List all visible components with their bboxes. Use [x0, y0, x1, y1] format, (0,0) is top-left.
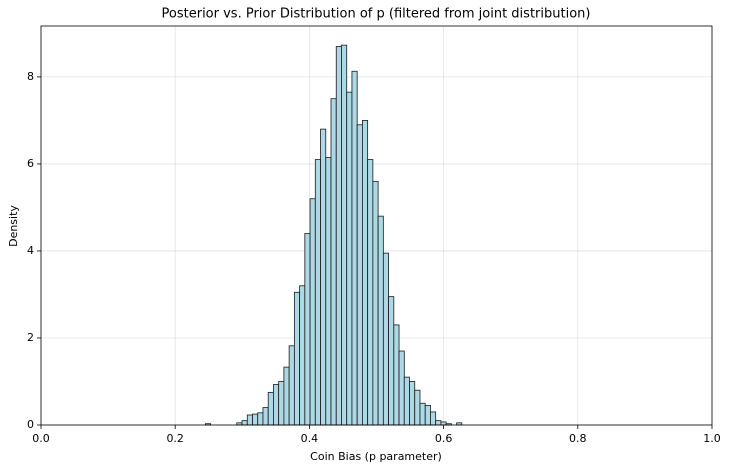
bar — [246, 414, 253, 426]
bar — [309, 198, 316, 426]
x-tick-label: 0.0 — [32, 432, 50, 445]
y-tick-label: 2 — [27, 331, 34, 344]
bar — [257, 412, 264, 426]
bar — [409, 381, 416, 426]
bar — [335, 46, 342, 426]
bar — [267, 391, 274, 426]
x-tick-label: 1.0 — [703, 432, 721, 445]
bar — [403, 376, 410, 426]
bar — [419, 402, 426, 426]
y-tick-label: 8 — [27, 70, 34, 83]
bar — [377, 215, 384, 426]
bar — [372, 180, 379, 426]
bar — [325, 157, 332, 426]
bar — [330, 98, 337, 426]
x-axis-label: Coin Bias (p parameter) — [310, 450, 442, 463]
x-tick-label: 0.4 — [301, 432, 319, 445]
bar — [367, 159, 374, 426]
bar — [424, 405, 431, 426]
bar — [293, 291, 301, 426]
y-axis-label: Density — [7, 205, 20, 247]
bar — [356, 124, 363, 426]
bar — [273, 384, 280, 426]
bar — [362, 120, 369, 426]
bar — [388, 296, 395, 426]
x-tick-label: 0.6 — [435, 432, 453, 445]
y-tick-label: 0 — [27, 418, 34, 431]
bar — [241, 420, 248, 426]
bar — [283, 366, 290, 426]
bar — [252, 413, 259, 426]
bar — [430, 411, 437, 426]
bar — [398, 350, 405, 426]
bar — [435, 420, 442, 426]
bar — [320, 128, 327, 426]
bar — [346, 91, 353, 426]
bar — [351, 70, 358, 426]
bar — [314, 159, 321, 426]
bar — [278, 381, 285, 426]
bar — [299, 285, 306, 426]
bar — [382, 252, 389, 426]
y-tick-label: 4 — [27, 244, 34, 257]
bar — [288, 345, 295, 426]
y-tick-label: 6 — [27, 157, 34, 170]
chart-title: Posterior vs. Prior Distribution of p (f… — [162, 7, 591, 22]
bar — [414, 389, 421, 426]
bar — [440, 421, 447, 426]
x-tick-label: 0.2 — [166, 432, 184, 445]
bar — [262, 407, 269, 426]
axes-frame — [40, 25, 713, 426]
x-tick-label: 0.8 — [569, 432, 587, 445]
bar — [393, 324, 400, 426]
bar — [304, 233, 311, 426]
bar — [341, 44, 348, 426]
